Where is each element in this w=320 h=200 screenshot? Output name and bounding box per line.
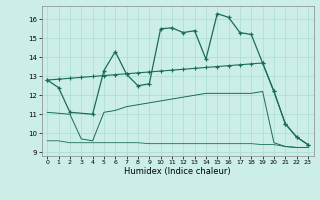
X-axis label: Humidex (Indice chaleur): Humidex (Indice chaleur) — [124, 167, 231, 176]
